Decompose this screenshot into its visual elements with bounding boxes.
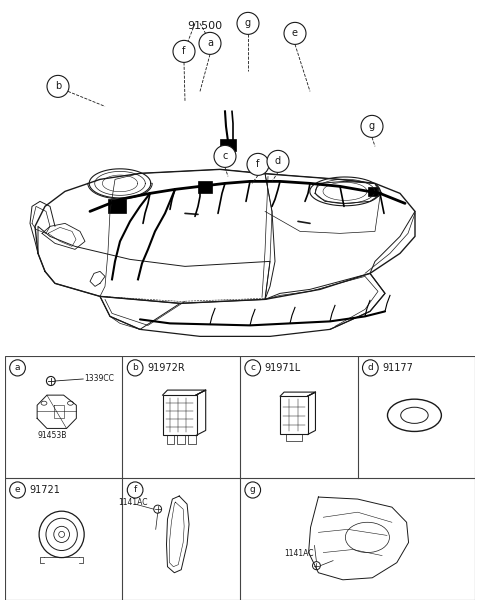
Text: d: d [275,156,281,166]
Bar [163,395,197,435]
FancyBboxPatch shape [368,188,378,197]
Circle shape [245,360,261,376]
FancyBboxPatch shape [220,139,236,151]
Text: d: d [368,364,373,373]
Text: c: c [222,151,228,162]
Circle shape [245,482,261,498]
Text: 1141AC: 1141AC [119,497,148,507]
Circle shape [10,360,25,376]
Text: a: a [207,39,213,48]
Circle shape [199,33,221,54]
Circle shape [127,360,143,376]
Text: 1141AC: 1141AC [284,549,313,558]
Circle shape [10,482,25,498]
Circle shape [47,75,69,97]
Text: 91972R: 91972R [147,363,185,373]
Bar [188,435,196,444]
Text: 91177: 91177 [382,363,413,373]
Text: g: g [369,121,375,131]
Circle shape [284,22,306,45]
Text: b: b [132,364,138,373]
Circle shape [173,40,195,62]
Text: f: f [133,485,137,494]
Circle shape [267,150,289,172]
Text: b: b [55,81,61,92]
Circle shape [214,145,236,168]
Bar [286,435,302,441]
Text: 91453B: 91453B [37,432,67,440]
Text: f: f [256,159,260,169]
Circle shape [361,115,383,137]
Text: e: e [15,485,20,494]
FancyBboxPatch shape [198,182,212,194]
Text: a: a [15,364,20,373]
Circle shape [362,360,378,376]
Text: c: c [250,364,255,373]
Text: g: g [250,485,256,494]
Bar [167,435,174,444]
Text: f: f [182,46,186,56]
FancyBboxPatch shape [108,200,126,213]
Text: 91500: 91500 [187,21,222,31]
Circle shape [237,13,259,34]
Bar [280,396,308,435]
Bar [177,435,185,444]
Text: 1339CC: 1339CC [84,374,114,384]
Text: g: g [245,18,251,28]
Text: e: e [292,28,298,39]
Text: 91721: 91721 [29,485,60,495]
Circle shape [127,482,143,498]
Circle shape [247,153,269,175]
Text: 91971L: 91971L [264,363,301,373]
